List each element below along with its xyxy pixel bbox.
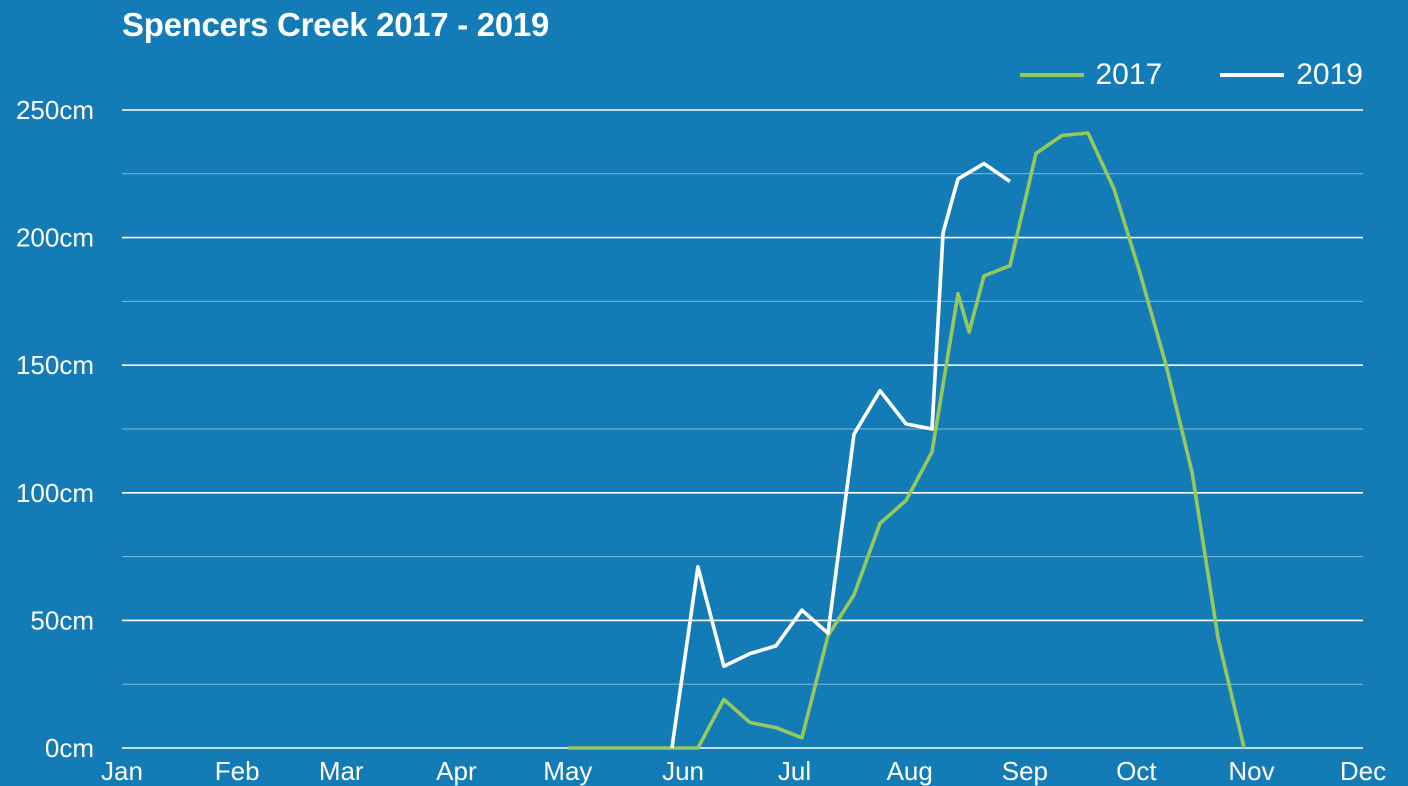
legend-item-2019: 2019 xyxy=(1220,58,1363,92)
x-tick-label: Jan xyxy=(101,756,143,786)
x-tick-label: Jun xyxy=(662,756,704,786)
x-tick-label: Sep xyxy=(1002,756,1048,786)
legend-label-2017: 2017 xyxy=(1095,58,1163,91)
x-tick-label: Mar xyxy=(319,756,364,786)
series-line-2017 xyxy=(567,131,1246,750)
legend: 2017 2019 xyxy=(962,58,1363,92)
y-tick-label: 100cm xyxy=(16,478,94,508)
x-tick-label: Apr xyxy=(436,756,477,786)
y-tick-label: 50cm xyxy=(30,605,94,635)
y-tick-label: 200cm xyxy=(16,223,94,253)
legend-swatch-2017 xyxy=(1019,73,1084,77)
series-line-2019 xyxy=(670,161,1012,749)
x-tick-label: Jul xyxy=(778,756,811,786)
x-tick-label: Oct xyxy=(1116,756,1157,786)
y-tick-label: 150cm xyxy=(16,350,94,380)
legend-swatch-2019 xyxy=(1220,73,1285,77)
x-tick-label: Aug xyxy=(887,756,933,786)
y-tick-label: 250cm xyxy=(16,95,94,125)
y-tick-label: 0cm xyxy=(45,733,94,763)
chart-title: Spencers Creek 2017 - 2019 xyxy=(122,6,550,43)
x-tick-label: May xyxy=(543,756,592,786)
legend-item-2017: 2017 xyxy=(1019,58,1163,92)
legend-label-2019: 2019 xyxy=(1296,58,1363,91)
x-tick-label: Feb xyxy=(215,756,260,786)
x-tick-label: Dec xyxy=(1340,756,1386,786)
x-tick-label: Nov xyxy=(1228,756,1274,786)
